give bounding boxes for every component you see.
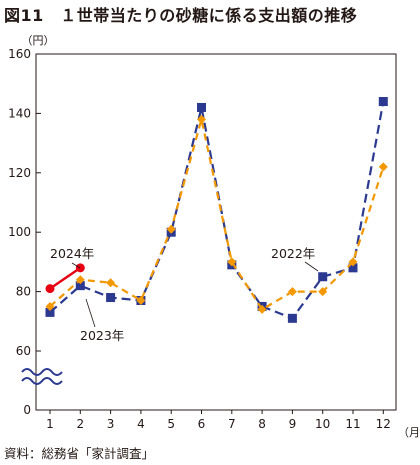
- data-point-diamond: [348, 257, 358, 267]
- x-tick-label: 1: [46, 417, 54, 431]
- data-point-square: [348, 263, 358, 273]
- x-tick-label: 5: [167, 417, 175, 431]
- axis-break-mark: [21, 377, 63, 385]
- y-unit-label: （円）: [22, 34, 55, 47]
- y-tick-label: 140: [8, 106, 31, 120]
- data-point-diamond: [318, 287, 328, 297]
- data-point-diamond: [197, 114, 206, 124]
- leader-line: [85, 298, 96, 328]
- data-point-square: [75, 281, 85, 291]
- leader-line: [304, 261, 319, 272]
- series-2022年: [45, 97, 388, 323]
- data-point-diamond: [257, 304, 267, 314]
- data-point-square: [45, 307, 55, 317]
- labels-layer: 2024年 2023年 2022年: [50, 246, 319, 343]
- x-tick-label: 9: [289, 417, 297, 431]
- data-point-diamond: [45, 301, 55, 311]
- x-tick-label: 6: [198, 417, 206, 431]
- y-tick-label: 120: [8, 166, 31, 180]
- data-point-square: [378, 97, 388, 107]
- series-label: 2022年: [271, 246, 315, 261]
- series-line: [49, 266, 81, 290]
- x-tick-label: 12: [376, 417, 391, 431]
- data-point-diamond: [166, 224, 176, 234]
- y-tick-label: 100: [8, 225, 31, 239]
- axis-break-mark: [21, 368, 63, 376]
- data-point-diamond: [227, 257, 237, 267]
- x-tick-label: 7: [228, 417, 236, 431]
- leader-line: [71, 262, 81, 269]
- data-point-circle: [75, 263, 85, 273]
- data-point-square: [197, 102, 206, 112]
- x-tick-label: 10: [315, 417, 330, 431]
- y-tick-label: 60: [16, 344, 31, 358]
- x-tick-label: 2: [76, 417, 84, 431]
- series-label: 2024年: [50, 246, 94, 261]
- data-point-square: [318, 272, 328, 282]
- series-line: [49, 101, 385, 320]
- data-point-diamond: [378, 162, 388, 172]
- data-point-diamond: [136, 296, 146, 306]
- data-point-diamond: [75, 275, 85, 285]
- series-2024年: [45, 263, 85, 294]
- x-tick-label: 4: [137, 417, 145, 431]
- series-line: [49, 119, 385, 311]
- y-tick-label: 160: [8, 47, 31, 61]
- chart-title: 図11 １世帯当たりの砂糖に係る支出額の推移: [4, 6, 358, 25]
- data-point-square: [287, 313, 297, 323]
- series-layer: [45, 97, 388, 323]
- x-tick-label: 8: [258, 417, 266, 431]
- data-point-circle: [45, 284, 55, 294]
- y-tick-label: 0: [23, 403, 31, 417]
- x-tick-label: 11: [345, 417, 360, 431]
- data-point-diamond: [106, 278, 116, 288]
- data-point-diamond: [287, 287, 297, 297]
- x-unit-label: （月）: [398, 426, 420, 439]
- plot-frame: [35, 53, 397, 411]
- data-point-square: [106, 293, 116, 303]
- x-tick-label: 3: [107, 417, 115, 431]
- series-2023年: [45, 114, 388, 314]
- series-label: 2023年: [80, 328, 124, 343]
- y-tick-label: 80: [16, 285, 31, 299]
- source-note: 資料：総務省「家計調査」: [4, 446, 155, 461]
